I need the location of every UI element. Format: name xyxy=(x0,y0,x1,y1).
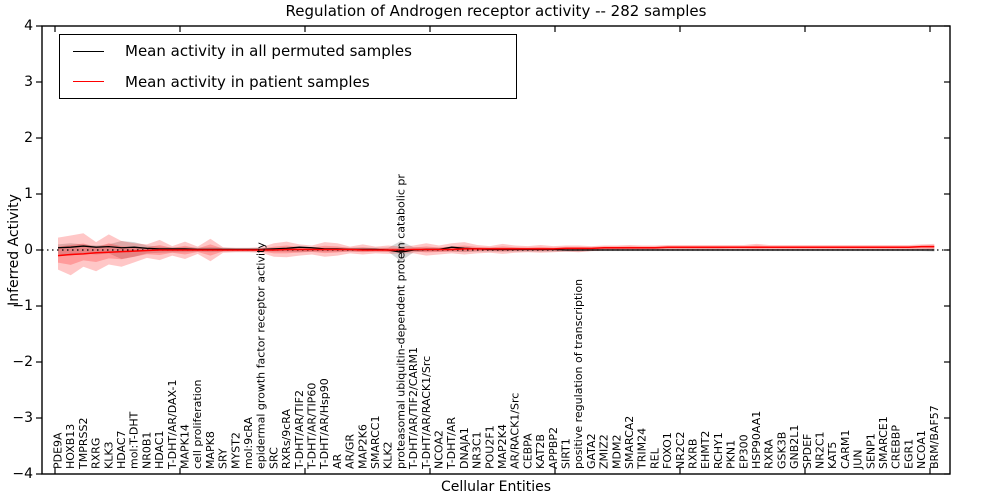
series-patient-line xyxy=(57,245,935,257)
x-tick-label: REL xyxy=(648,447,661,469)
y-tick-label: 0 xyxy=(24,242,33,258)
x-tick-label: MAPK14 xyxy=(179,424,192,469)
x-tick-label: JUN xyxy=(852,449,865,470)
x-tick-label: FOXO1 xyxy=(661,432,674,469)
x-tick-label: POU2F1 xyxy=(483,425,496,469)
x-tick-label: CEBPA xyxy=(521,433,534,469)
x-tick-label: NR2C2 xyxy=(674,431,687,469)
x-tick-label: epidermal growth factor receptor activit… xyxy=(255,242,268,469)
x-tick-label: HOXB13 xyxy=(64,424,77,469)
x-tick-label: SMARCE1 xyxy=(877,416,890,469)
x-tick-label: KAT2B xyxy=(534,434,547,469)
x-tick-label: SRY xyxy=(217,448,230,469)
x-tick-label: CREBBP xyxy=(890,425,903,469)
x-tick-label: RXRA xyxy=(763,439,776,469)
x-tick-label: MYST2 xyxy=(229,432,242,469)
legend-label-patient: Mean activity in patient samples xyxy=(125,72,370,91)
x-tick-label: TMPRSS2 xyxy=(77,418,90,470)
x-tick-label: MAP2K4 xyxy=(496,424,509,469)
y-tick-label: 4 xyxy=(24,18,33,34)
x-axis-label: Cellular Entities xyxy=(440,479,552,495)
x-tick-label: CARM1 xyxy=(839,430,852,469)
x-tick-label: SIRT1 xyxy=(560,438,573,469)
x-tick-label: AR/GR xyxy=(344,434,357,469)
band-permuted xyxy=(58,241,935,262)
x-tick-label: RXRs/9cRA xyxy=(280,408,293,469)
x-tick-label: SMARCC1 xyxy=(369,416,382,469)
x-tick-label: RXRB xyxy=(687,439,700,469)
x-tick-label: EHMT2 xyxy=(699,431,712,469)
x-tick-label: NCOA1 xyxy=(915,430,928,469)
permuted-line-swatch xyxy=(73,50,104,52)
x-tick-label: mol:9cRA xyxy=(242,417,255,469)
legend-item-patient: Mean activity in patient samples xyxy=(60,67,516,96)
x-tick-label: KLK3 xyxy=(102,441,115,469)
x-tick-label: GNB2L1 xyxy=(788,425,801,469)
legend: Mean activity in all permuted samples Me… xyxy=(59,34,517,99)
x-tick-label: SMARCA2 xyxy=(623,416,636,469)
x-tick-label: proteasomal ubiquitin-dependent protein … xyxy=(394,174,407,469)
x-tick-label: T-DHT/AR/DAX-1 xyxy=(166,380,179,470)
x-tick-label: HDAC1 xyxy=(153,430,166,469)
legend-item-permuted: Mean activity in all permuted samples xyxy=(60,37,516,66)
x-tick-label: GATA2 xyxy=(585,433,598,469)
x-tick-label: T-DHT/AR xyxy=(445,417,458,470)
x-tick-label: TRIM24 xyxy=(636,428,649,470)
x-tick-label: EGR1 xyxy=(902,439,915,469)
x-tick-label: MDM2 xyxy=(610,435,623,469)
x-tick-label: cell proliferation xyxy=(191,379,204,469)
x-tick-label: SRC xyxy=(267,447,280,469)
x-tick-label: KAT5 xyxy=(826,442,839,469)
x-tick-label: NR2C1 xyxy=(814,431,827,469)
x-tick-label: NR0B1 xyxy=(140,432,153,469)
x-tick-label: AR/RACK1/Src xyxy=(509,393,522,469)
x-tick-label: T-DHT/AR/TIF2 xyxy=(293,390,306,470)
x-tick-label: BRM/BAF57 xyxy=(928,405,941,469)
y-tick-label: −1 xyxy=(12,298,33,314)
x-tick-label: KLK2 xyxy=(382,441,395,469)
x-tick-label: positive regulation of transcription xyxy=(572,279,585,469)
legend-label-permuted: Mean activity in all permuted samples xyxy=(125,42,412,61)
x-tick-label: PDE9A xyxy=(52,432,65,469)
x-tick-label: T-DHT/AR/TIP60 xyxy=(306,383,319,470)
x-tick-label: EP300 xyxy=(737,434,750,469)
x-tick-label: PKN1 xyxy=(725,440,738,469)
y-tick-label: −3 xyxy=(12,410,33,426)
x-tick-label: AR xyxy=(331,453,344,469)
x-tick-label: MAPK8 xyxy=(204,431,217,469)
y-tick-label: 2 xyxy=(24,130,33,146)
x-tick-label: SENP1 xyxy=(864,433,877,469)
x-tick-label: NR3C1 xyxy=(471,431,484,469)
y-tick-label: −4 xyxy=(12,466,33,482)
x-tick-label: DNAJA1 xyxy=(458,427,471,469)
chart-title: Regulation of Androgen receptor activity… xyxy=(285,2,707,20)
x-tick-label: HSP90AA1 xyxy=(750,411,763,469)
patient-line-swatch xyxy=(73,81,104,83)
x-tick-label: ZMIZ2 xyxy=(598,434,611,469)
x-tick-label: GSK3B xyxy=(775,432,788,469)
x-tick-label: MAP2K6 xyxy=(356,424,369,469)
x-tick-label: HDAC7 xyxy=(115,430,128,469)
x-tick-label: APPBP2 xyxy=(547,427,560,469)
y-tick-label: 1 xyxy=(24,186,33,202)
x-tick-label: T-DHT/AR/Hsp90 xyxy=(318,378,331,470)
x-tick-label: NCOA2 xyxy=(433,430,446,469)
x-tick-label: T-DHT/AR/TIF2/CARM1 xyxy=(407,347,420,470)
band-patient-outer xyxy=(58,233,935,276)
x-tick-label: RCHY1 xyxy=(712,432,725,469)
y-tick-label: −2 xyxy=(12,354,33,370)
x-tick-label: mol:T-DHT xyxy=(128,411,141,469)
x-tick-label: RXRG xyxy=(90,438,103,469)
y-tick-label: 3 xyxy=(24,74,33,90)
x-tick-label: SPDEF xyxy=(801,434,814,469)
x-tick-label: T-DHT/AR/RACK1/Src xyxy=(420,356,433,470)
